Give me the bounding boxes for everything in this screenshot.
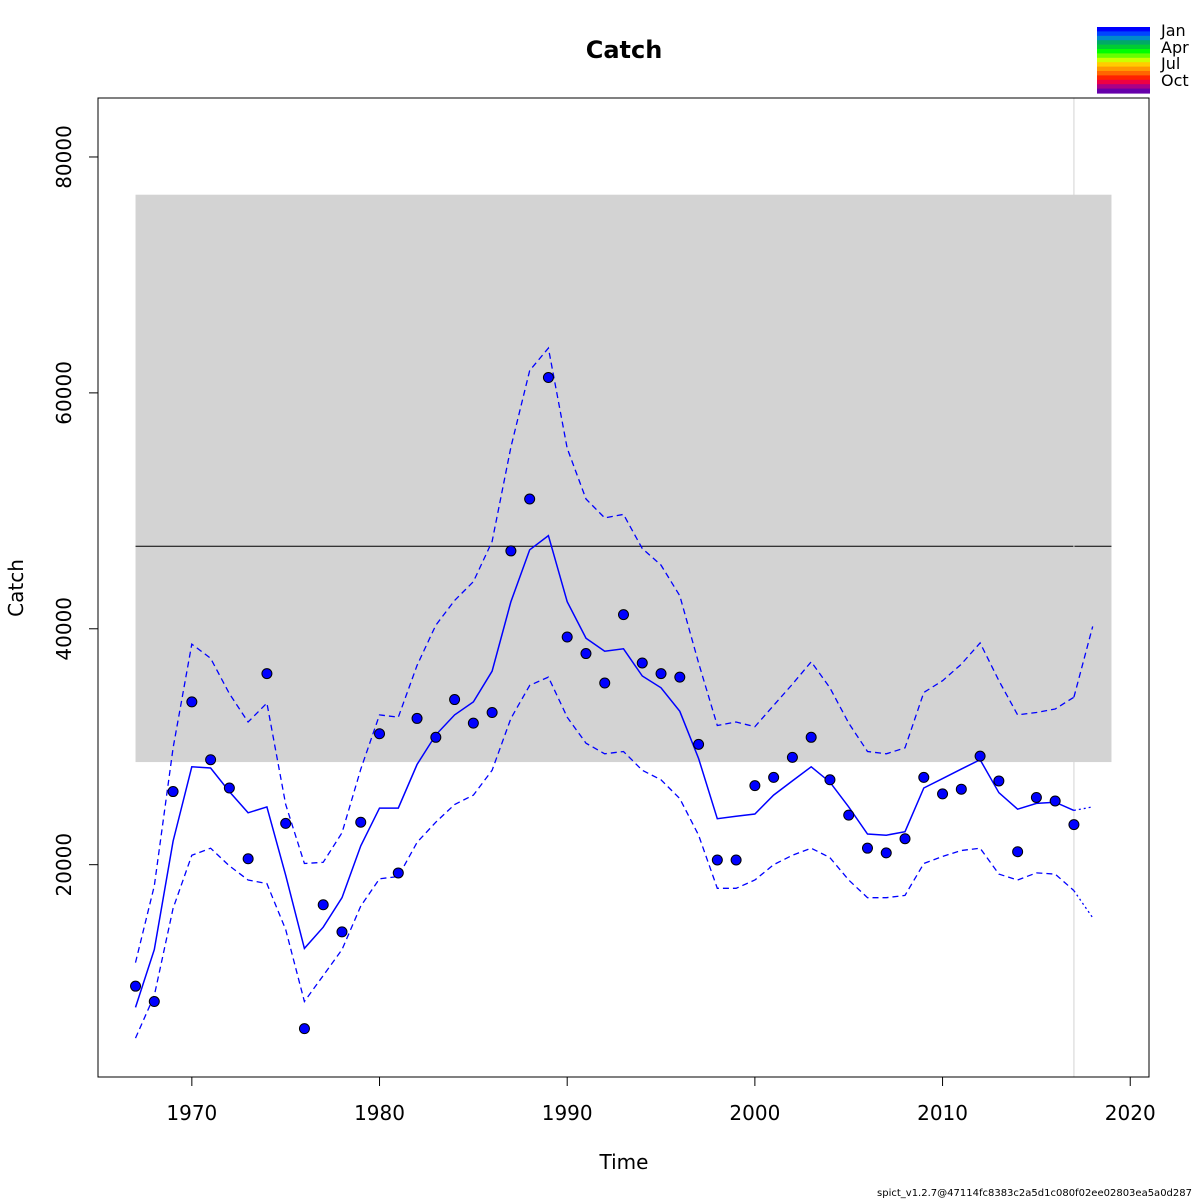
observation-point — [542, 372, 554, 384]
observation-point — [561, 631, 573, 643]
msy-confidence-band — [135, 194, 1112, 763]
observation-point — [223, 782, 235, 794]
msy-band-layer — [135, 98, 1112, 1077]
series-line-forecast — [1073, 806, 1093, 812]
observation-point — [524, 493, 536, 505]
x-tick-label: 1990 — [542, 1101, 593, 1125]
observation-point — [655, 668, 667, 680]
observation-point — [937, 788, 949, 800]
observation-point — [298, 1023, 310, 1035]
observation-point — [242, 853, 254, 865]
observation-point — [317, 899, 329, 911]
y-tick-label: 20000 — [52, 833, 76, 897]
series-line-lower-ci — [134, 676, 1075, 1039]
legend-color-swatch — [1097, 35, 1150, 41]
legend-color-swatch — [1097, 57, 1150, 63]
observation-point — [411, 712, 423, 724]
observation-point — [786, 751, 798, 763]
observation-point — [955, 783, 967, 795]
version-footnote: spict_v1.2.7@47114fc8383c2a5d1c080f02ee0… — [877, 1188, 1192, 1199]
legend-color-swatch — [1097, 53, 1150, 59]
observation-point — [768, 771, 780, 783]
observation-point — [167, 786, 179, 798]
observation-point — [993, 775, 1005, 787]
observation-point — [336, 926, 348, 938]
observation-point — [186, 696, 198, 708]
series-line-forecast-lower — [1073, 890, 1094, 919]
series-line-forecast-upper — [1073, 626, 1094, 698]
legend-label-oct: Oct — [1161, 71, 1189, 90]
legend-color-swatch — [1097, 27, 1150, 32]
observation-point — [805, 731, 817, 743]
observation-point — [730, 854, 742, 866]
legend-color-swatch — [1097, 62, 1150, 68]
observation-point — [580, 648, 592, 660]
observation-point — [843, 809, 855, 821]
observation-point — [1049, 795, 1061, 807]
legend-color-swatch — [1097, 71, 1150, 76]
observation-point — [261, 668, 273, 680]
observation-point — [749, 780, 761, 792]
observation-point — [1012, 846, 1024, 858]
observation-point — [130, 980, 142, 992]
observation-point — [148, 996, 160, 1008]
legend-color-swatch — [1097, 66, 1150, 72]
series-line-estimate — [134, 534, 1075, 1008]
legend-color-swatch — [1097, 49, 1150, 54]
legend-color-swatch — [1097, 75, 1150, 81]
x-tick-label: 1980 — [354, 1101, 405, 1125]
month-legend — [1097, 27, 1150, 94]
series-line-upper-ci — [134, 346, 1075, 963]
observation-point — [392, 867, 404, 879]
observation-point — [880, 847, 892, 859]
observation-point — [486, 707, 498, 719]
legend-label-apr: Apr — [1161, 38, 1189, 57]
observation-point — [430, 731, 442, 743]
legend-color-swatch — [1097, 44, 1150, 50]
observation-point — [974, 750, 986, 762]
series-layer — [134, 346, 1094, 1039]
legend-color-swatch — [1097, 88, 1150, 94]
observation-points-layer — [130, 372, 1080, 1035]
legend-label-jan: Jan — [1160, 21, 1186, 40]
observation-point — [374, 728, 386, 740]
x-tick-label: 2000 — [729, 1101, 780, 1125]
observation-point — [693, 738, 705, 750]
y-tick-label: 80000 — [52, 125, 76, 189]
observation-point — [355, 816, 367, 828]
y-tick-label: 40000 — [52, 597, 76, 661]
x-tick-label: 2020 — [1105, 1101, 1156, 1125]
legend-label-jul: Jul — [1160, 54, 1180, 73]
observation-point — [861, 842, 873, 854]
observation-point — [205, 754, 217, 766]
legend-color-swatch — [1097, 40, 1150, 46]
observation-point — [449, 694, 461, 706]
observation-point — [505, 545, 517, 557]
observation-point — [467, 717, 479, 729]
axes-layer: 1970 1980 1990 2000 2010 2020 20000 40000 60000 8… — [52, 125, 1156, 1125]
observation-point — [1068, 819, 1080, 831]
observation-point — [599, 677, 611, 689]
observation-point — [1030, 791, 1042, 803]
chart-title: Catch — [586, 36, 663, 64]
legend-color-swatch — [1097, 31, 1150, 37]
observation-point — [824, 774, 836, 786]
x-axis-label: Time — [599, 1150, 649, 1174]
observation-point — [899, 833, 911, 845]
observation-point — [636, 657, 648, 669]
legend-color-swatch — [1097, 79, 1150, 85]
observation-point — [280, 817, 292, 829]
y-axis-label: Catch — [4, 559, 28, 617]
observation-point — [618, 609, 629, 621]
legend-color-swatch — [1097, 84, 1150, 90]
y-tick-label: 60000 — [52, 361, 76, 425]
observation-point — [918, 771, 930, 783]
observation-point — [674, 671, 686, 683]
observation-point — [711, 854, 723, 866]
x-tick-label: 2010 — [917, 1101, 968, 1125]
x-tick-label: 1970 — [166, 1101, 217, 1125]
